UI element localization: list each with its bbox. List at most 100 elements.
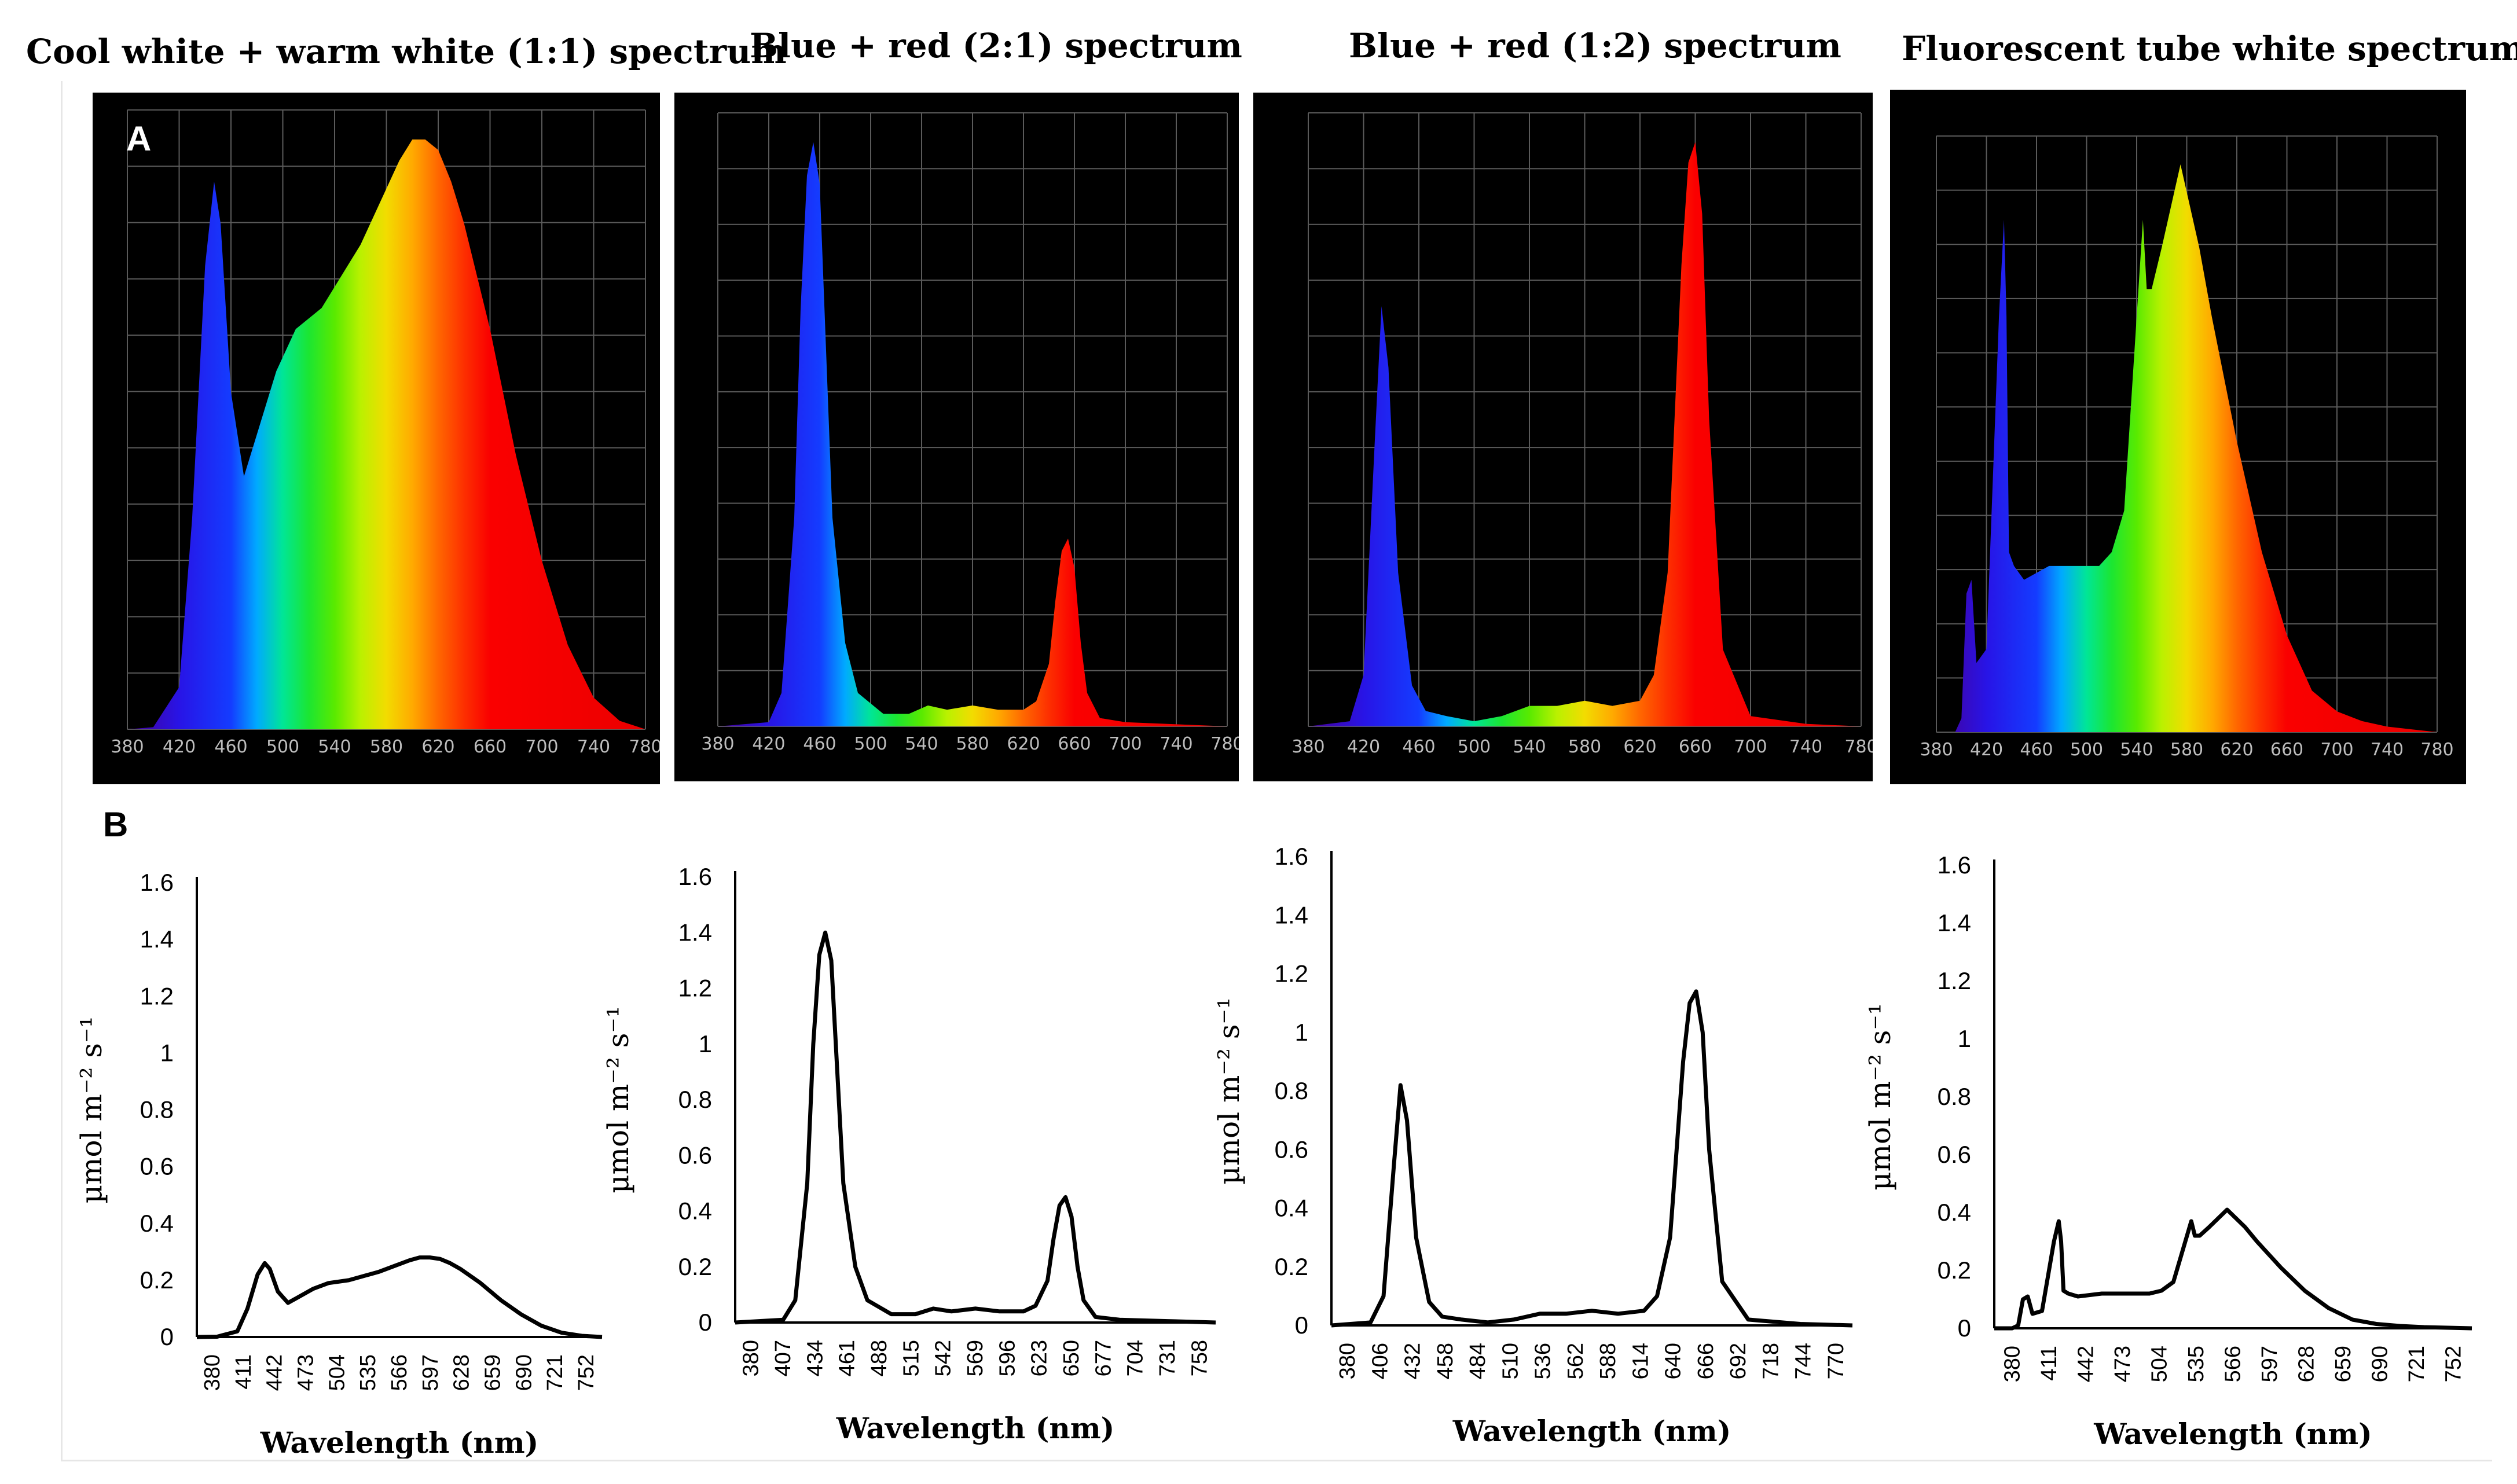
x-tick-label: 406 bbox=[1368, 1343, 1392, 1379]
x-tick-label: 721 bbox=[2405, 1346, 2429, 1382]
x-tick-label: 623 bbox=[1028, 1340, 1052, 1376]
x-tick-label: 504 bbox=[325, 1354, 349, 1391]
x-tick-label: 535 bbox=[356, 1354, 380, 1391]
spectrum-x-tick-label: 740 bbox=[2371, 740, 2404, 760]
title-blue-red-1-2: Blue + red (1:2) spectrum bbox=[1349, 26, 1841, 65]
spectrum-render-2: 380 420 460 500 540 580 620 660 700 740 780 bbox=[701, 112, 1239, 754]
x-tick-label: 752 bbox=[2441, 1346, 2465, 1382]
spectrum-fill-4 bbox=[1936, 164, 2437, 732]
spectrum-x-tick-label: 620 bbox=[421, 737, 454, 757]
spectrum-x-tick-label: 580 bbox=[370, 737, 403, 757]
spectrometer-panel-2: 380 420 460 500 540 580 620 660 700 740 780 bbox=[674, 93, 1239, 781]
title-fluorescent: Fluorescent tube white spectrum bbox=[1902, 29, 2517, 68]
spectrum-x-tick-label: 460 bbox=[803, 734, 836, 754]
x-tick-label: 770 bbox=[1824, 1343, 1848, 1379]
x-tick-label: 380 bbox=[739, 1340, 764, 1376]
panel-label-b: B bbox=[103, 805, 129, 844]
x-tick-label: 407 bbox=[771, 1340, 795, 1376]
y-tick-label: 1.2 bbox=[1275, 960, 1308, 987]
y-axis-label: µmol m⁻² s⁻¹ bbox=[1212, 997, 1246, 1185]
y-tick-label: 0 bbox=[1958, 1314, 1971, 1342]
y-axis-label: µmol m⁻² s⁻¹ bbox=[601, 1006, 635, 1193]
spectrum-x-tick-label: 780 bbox=[629, 737, 660, 757]
x-tick-label: 442 bbox=[2074, 1346, 2098, 1382]
spectrum-x-tick-label: 740 bbox=[577, 737, 610, 757]
spectrum-x-tick-label: 620 bbox=[1623, 737, 1656, 757]
spectrum-x-tick-label: 540 bbox=[318, 737, 351, 757]
y-tick-label: 0.4 bbox=[1275, 1195, 1308, 1222]
x-tick-label: 704 bbox=[1124, 1340, 1148, 1376]
x-tick-label: 677 bbox=[1091, 1340, 1116, 1376]
x-tick-label: 758 bbox=[1187, 1340, 1212, 1376]
spectrum-x-tick-label: 580 bbox=[2170, 740, 2203, 760]
x-tick-label: 488 bbox=[867, 1340, 891, 1376]
y-tick-label: 0.6 bbox=[1275, 1136, 1308, 1163]
x-tick-label: 718 bbox=[1759, 1343, 1783, 1379]
x-tick-label: 461 bbox=[835, 1340, 860, 1376]
y-tick-label: 1 bbox=[160, 1039, 174, 1066]
series-line bbox=[735, 930, 1216, 1325]
spectrum-render-1: 380 420 460 500 540 580 620 660 700 740 780 bbox=[111, 109, 660, 757]
x-tick-label: 380 bbox=[1335, 1343, 1360, 1379]
y-tick-label: 1.2 bbox=[678, 975, 712, 1002]
y-tick-label: 1.6 bbox=[1275, 843, 1308, 870]
x-tick-label: 566 bbox=[387, 1354, 412, 1391]
y-tick-label: 1.4 bbox=[140, 925, 174, 953]
y-tick-label: 0.8 bbox=[678, 1086, 712, 1113]
spectrum-x-tick-label: 460 bbox=[1402, 737, 1435, 757]
x-tick-label: 434 bbox=[803, 1340, 827, 1376]
spectrum-x-tick-label: 420 bbox=[752, 734, 785, 754]
x-tick-label: 535 bbox=[2184, 1346, 2208, 1382]
spectrum-x-tick-label: 420 bbox=[163, 737, 196, 757]
title-blue-red-2-1: Blue + red (2:1) spectrum bbox=[750, 26, 1242, 65]
spectrum-x-ticks-4: 380 420 460 500 540 580 620 660 700 740 780 bbox=[1920, 740, 2453, 760]
spectrum-x-ticks-3: 380 420 460 500 540 580 620 660 700 740 780 bbox=[1291, 737, 1873, 757]
figure-frame-bottom bbox=[61, 1460, 2492, 1461]
spectrum-x-tick-label: 380 bbox=[111, 737, 144, 757]
y-tick-label: 0.2 bbox=[140, 1266, 174, 1294]
spectrum-render-4: 380 420 460 500 540 580 620 660 700 740 780 bbox=[1920, 135, 2454, 760]
spectrum-x-tick-label: 660 bbox=[1679, 737, 1712, 757]
line-chart-2: 0 0.2 0.4 0.6 0.8 1 1.2 1.4 1.6 380 407 434 461 488 51… bbox=[601, 863, 1216, 1445]
spectrum-x-ticks-2: 380 420 460 500 540 580 620 660 700 740 780 bbox=[701, 734, 1239, 754]
x-tick-label: 504 bbox=[2148, 1346, 2172, 1382]
y-tick-label: 1.4 bbox=[678, 919, 712, 946]
spectrum-x-tick-label: 540 bbox=[2120, 740, 2153, 760]
spectrum-x-tick-label: 780 bbox=[1210, 734, 1239, 754]
x-tick-label: 597 bbox=[2258, 1346, 2282, 1382]
spectrum-x-tick-label: 700 bbox=[1734, 737, 1767, 757]
spectrum-x-tick-label: 660 bbox=[474, 737, 507, 757]
x-tick-label: 588 bbox=[1596, 1343, 1620, 1379]
x-tick-label: 432 bbox=[1401, 1343, 1425, 1379]
spectrum-x-tick-label: 380 bbox=[1920, 740, 1953, 760]
spectrum-x-tick-label: 620 bbox=[1007, 734, 1040, 754]
spectrum-x-tick-label: 540 bbox=[905, 734, 938, 754]
spectrum-x-tick-label: 500 bbox=[2070, 740, 2103, 760]
y-tick-label: 1 bbox=[699, 1030, 712, 1057]
y-tick-label: 1 bbox=[1958, 1025, 1971, 1052]
x-tick-label: 614 bbox=[1628, 1343, 1653, 1379]
x-tick-label: 380 bbox=[200, 1354, 225, 1391]
y-tick-label: 1.4 bbox=[1275, 901, 1308, 928]
spectrometer-panel-3: 380 420 460 500 540 580 620 660 700 740 780 bbox=[1253, 93, 1873, 781]
spectrum-x-ticks-1: 380 420 460 500 540 580 620 660 700 740 780 bbox=[111, 737, 660, 757]
y-tick-label: 0.6 bbox=[1938, 1141, 1971, 1168]
x-tick-label: 542 bbox=[931, 1340, 956, 1376]
y-axis-label: µmol m⁻² s⁻¹ bbox=[1863, 1003, 1897, 1191]
x-tick-label: 628 bbox=[2294, 1346, 2318, 1382]
spectrum-x-tick-label: 500 bbox=[266, 737, 299, 757]
x-tick-label: 458 bbox=[1433, 1343, 1458, 1379]
y-tick-label: 1.2 bbox=[140, 982, 174, 1009]
spectrum-grid-3 bbox=[1308, 112, 1862, 727]
spectrum-x-tick-label: 580 bbox=[1568, 737, 1601, 757]
x-tick-label: 659 bbox=[2331, 1346, 2355, 1382]
spectrum-x-tick-label: 500 bbox=[1458, 737, 1491, 757]
spectrum-x-tick-label: 700 bbox=[525, 737, 558, 757]
y-tick-label: 0.8 bbox=[140, 1096, 174, 1123]
x-tick-label: 562 bbox=[1564, 1343, 1588, 1379]
x-tick-label: 411 bbox=[232, 1354, 256, 1390]
y-axis-label: µmol m⁻² s⁻¹ bbox=[75, 1016, 108, 1204]
x-axis-label: Wavelength (nm) bbox=[1452, 1414, 1731, 1448]
spectrum-x-tick-label: 380 bbox=[1291, 737, 1324, 757]
